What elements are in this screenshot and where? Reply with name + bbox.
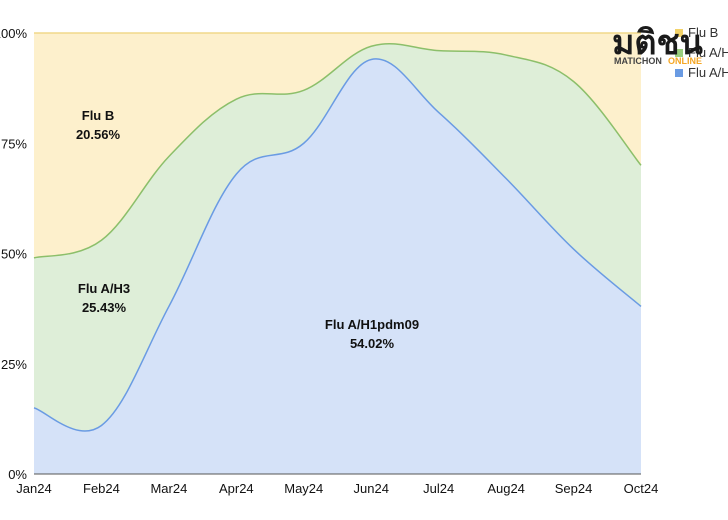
area-series bbox=[33, 32, 642, 475]
x-tick-label: Jul24 bbox=[423, 481, 454, 496]
area-flu-a-h1pdm09 bbox=[34, 58, 641, 475]
y-axis-tick-labels: 0% 25% 50% 75% 100% bbox=[0, 26, 27, 482]
series-annotations: Flu A/H1pdm09 54.02% Flu A/H3 25.43% Flu B 20… bbox=[76, 108, 419, 351]
logo-text: มติชน bbox=[612, 23, 703, 63]
matichon-logo: มติชน MATICHON ONLINE bbox=[612, 23, 703, 66]
y-tick-label: 50% bbox=[1, 247, 27, 262]
x-tick-label: Oct24 bbox=[624, 481, 659, 496]
annotation-label-flu-a-h3: Flu A/H3 bbox=[78, 281, 130, 296]
line-flu-a-h1pdm09 bbox=[33, 58, 642, 432]
annotation-value-flu-b: 20.56% bbox=[76, 127, 121, 142]
legend: Flu B Flu A/H3 Flu A/H1pdm09 bbox=[675, 25, 728, 80]
annotation-value-flu-a-h1pdm09: 54.02% bbox=[350, 336, 395, 351]
x-axis-tick-labels: Jan24 Feb24 Mar24 Apr24 May24 Jun24 Jul24 Aug24… bbox=[16, 481, 658, 496]
legend-swatch bbox=[675, 29, 683, 37]
y-tick-label: 25% bbox=[1, 357, 27, 372]
legend-swatch bbox=[675, 69, 683, 77]
x-tick-label: Jan24 bbox=[16, 481, 51, 496]
annotation-value-flu-a-h3: 25.43% bbox=[82, 300, 127, 315]
legend-label: Flu A/H1pdm09 bbox=[688, 65, 728, 80]
y-tick-label: 75% bbox=[1, 136, 27, 151]
x-tick-label: Apr24 bbox=[219, 481, 254, 496]
annotation-label-flu-a-h1pdm09: Flu A/H1pdm09 bbox=[325, 317, 419, 332]
annotation-label-flu-b: Flu B bbox=[82, 108, 115, 123]
x-tick-label: Jun24 bbox=[354, 481, 389, 496]
x-tick-label: May24 bbox=[284, 481, 323, 496]
x-tick-label: Sep24 bbox=[555, 481, 593, 496]
y-tick-label: 100% bbox=[0, 26, 27, 41]
x-tick-label: Aug24 bbox=[487, 481, 525, 496]
legend-swatch bbox=[675, 49, 683, 57]
x-tick-label: Feb24 bbox=[83, 481, 120, 496]
legend-label: Flu B bbox=[688, 25, 718, 40]
y-tick-label: 0% bbox=[8, 467, 27, 482]
line-flu-a-h3 bbox=[33, 42, 642, 259]
logo-sub-left: MATICHON bbox=[614, 56, 662, 66]
legend-label: Flu A/H3 bbox=[688, 45, 728, 60]
logo-sub-right: ONLINE bbox=[668, 56, 702, 66]
x-tick-label: Mar24 bbox=[150, 481, 187, 496]
